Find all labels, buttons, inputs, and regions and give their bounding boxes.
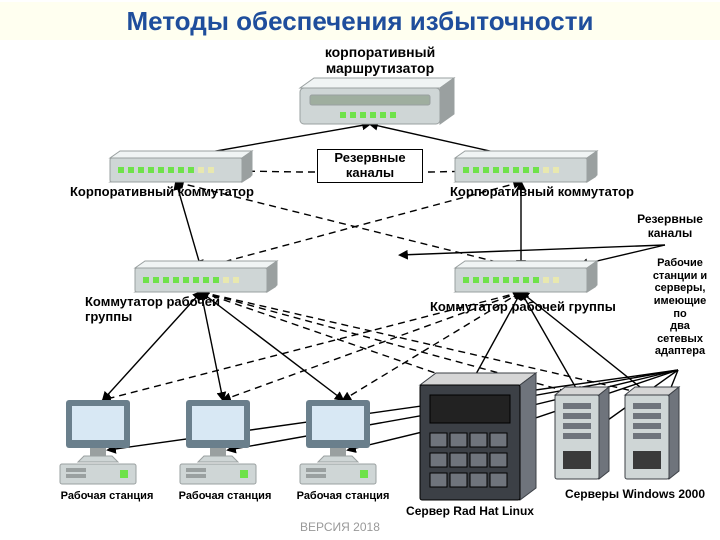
corpsw-left: Корпоративный коммутатор xyxy=(70,185,300,200)
wg-right: Коммутатор рабочей группы xyxy=(430,300,640,315)
dualnic: Рабочиестанции исерверы,имеющиеподвасете… xyxy=(640,257,720,358)
reserve1-label: Резервныеканалы xyxy=(317,149,423,183)
linux: Сервер Rad Hat Linux xyxy=(370,505,570,519)
corpsw-right: Корпоративный коммутатор xyxy=(450,185,680,200)
router-label: корпоративныймаршрутизатор xyxy=(290,44,470,76)
ws3: Рабочая станция xyxy=(283,490,403,503)
reserve2-label: Резервныеканалы xyxy=(625,213,715,241)
network-diagram xyxy=(0,0,720,540)
ws2: Рабочая станция xyxy=(165,490,285,503)
win: Серверы Windows 2000 xyxy=(545,488,720,502)
wg-left: Коммутатор рабочейгруппы xyxy=(85,295,265,325)
footer-version: ВЕРСИЯ 2018 xyxy=(300,520,380,534)
ws1: Рабочая станция xyxy=(47,490,167,503)
